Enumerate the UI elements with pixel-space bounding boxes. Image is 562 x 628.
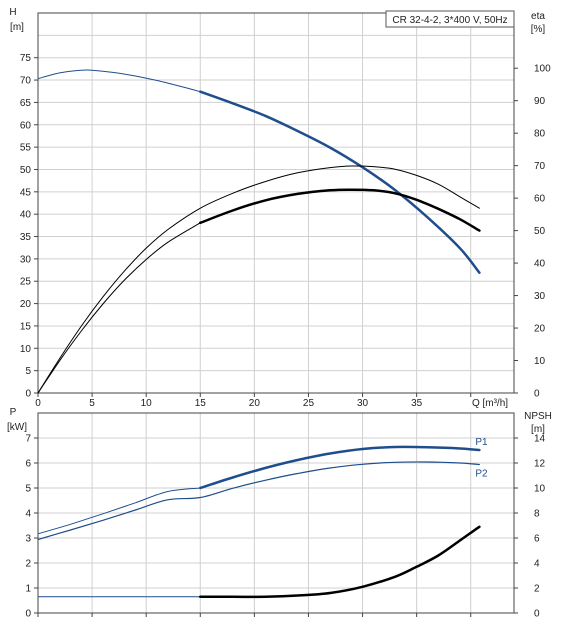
- y-tick-label-left: 60: [20, 120, 32, 131]
- y-axis-unit-left: [m]: [10, 22, 24, 33]
- series-line-0: [37, 487, 201, 535]
- x-tick-label: 35: [411, 398, 423, 409]
- plot-frame: [37, 12, 515, 394]
- y-tick-label-left: 10: [20, 344, 32, 355]
- y-tick-label-left: 25: [20, 277, 32, 288]
- x-axis-label: Q [m³/h]: [472, 398, 508, 409]
- y-tick-label-right: 40: [534, 259, 546, 270]
- series-line-2: [37, 461, 480, 541]
- y-tick-label-right: 80: [534, 129, 546, 140]
- y-tick-label-left: 5: [25, 484, 31, 495]
- y-axis-unit-right: [%]: [531, 24, 546, 35]
- head-efficiency-panel: 0510152025303540455055606570750102030405…: [9, 7, 551, 409]
- x-tick-label: 5: [89, 398, 95, 409]
- y-tick-label-left: 40: [20, 210, 32, 221]
- y-tick-label-left: 65: [20, 98, 32, 109]
- y-tick-label-right: 20: [534, 324, 546, 335]
- y-tick-label-left: 4: [25, 509, 31, 520]
- y-tick-label-left: 2: [25, 559, 31, 570]
- y-tick-label-right: 60: [534, 194, 546, 205]
- chart-title: CR 32-4-2, 3*400 V, 50Hz: [392, 15, 507, 26]
- y-axis-label-left: P: [10, 407, 17, 418]
- y-tick-label-right: 4: [534, 559, 540, 570]
- y-tick-label-right: 30: [534, 291, 546, 302]
- series-line-3: [37, 222, 201, 394]
- y-tick-label-right: 6: [534, 534, 540, 545]
- y-tick-label-right: 8: [534, 509, 540, 520]
- series-label-p2: P2: [475, 469, 488, 480]
- y-tick-label-left: 50: [20, 165, 32, 176]
- y-tick-label-left: 75: [20, 53, 32, 64]
- y-tick-label-left: 7: [25, 434, 31, 445]
- y-tick-label-right: 2: [534, 584, 540, 595]
- x-tick-label: 15: [195, 398, 207, 409]
- y-tick-label-left: 55: [20, 143, 32, 154]
- y-tick-label-right: 12: [534, 459, 546, 470]
- x-tick-label: 0: [35, 398, 41, 409]
- x-tick-label: 10: [141, 398, 153, 409]
- y-axis-label-right: eta: [531, 11, 545, 22]
- y-tick-label-left: 30: [20, 254, 32, 265]
- y-tick-label-right: 14: [534, 434, 546, 445]
- y-tick-label-right: 0: [534, 389, 540, 400]
- y-tick-label-right: 90: [534, 96, 546, 107]
- series-line-4: [199, 525, 481, 599]
- x-tick-label: 25: [303, 398, 315, 409]
- y-tick-label-left: 1: [25, 584, 31, 595]
- y-tick-label-left: 0: [25, 389, 31, 400]
- y-tick-label-left: 6: [25, 459, 31, 470]
- series-line-2: [37, 165, 480, 394]
- y-tick-label-right: 100: [534, 64, 551, 75]
- y-axis-label-right: NPSH: [524, 411, 552, 422]
- y-tick-label-right: 0: [534, 609, 540, 620]
- y-tick-label-left: 5: [25, 366, 31, 377]
- y-tick-label-right: 50: [534, 226, 546, 237]
- series-line-0: [37, 69, 201, 93]
- y-tick-label-right: 10: [534, 484, 546, 495]
- series-line-1: [199, 90, 481, 274]
- series-line-1: [199, 445, 481, 490]
- series-line-4: [199, 188, 481, 232]
- y-tick-label-left: 70: [20, 76, 32, 87]
- y-axis-unit-left: [kW]: [7, 422, 27, 433]
- y-tick-label-left: 45: [20, 187, 32, 198]
- y-tick-label-right: 70: [534, 161, 546, 172]
- y-axis-unit-right: [m]: [531, 424, 545, 435]
- chart-title-box: [385, 10, 515, 28]
- series-label-p1: P1: [475, 437, 488, 448]
- x-tick-label: 30: [357, 398, 369, 409]
- y-tick-label-right: 10: [534, 356, 546, 367]
- x-tick-label: 20: [249, 398, 261, 409]
- y-tick-label-left: 15: [20, 321, 32, 332]
- y-tick-label-left: 35: [20, 232, 32, 243]
- y-tick-label-left: 3: [25, 534, 31, 545]
- y-tick-label-left: 0: [25, 609, 31, 620]
- y-axis-label-left: H: [9, 7, 16, 18]
- y-tick-label-left: 20: [20, 299, 32, 310]
